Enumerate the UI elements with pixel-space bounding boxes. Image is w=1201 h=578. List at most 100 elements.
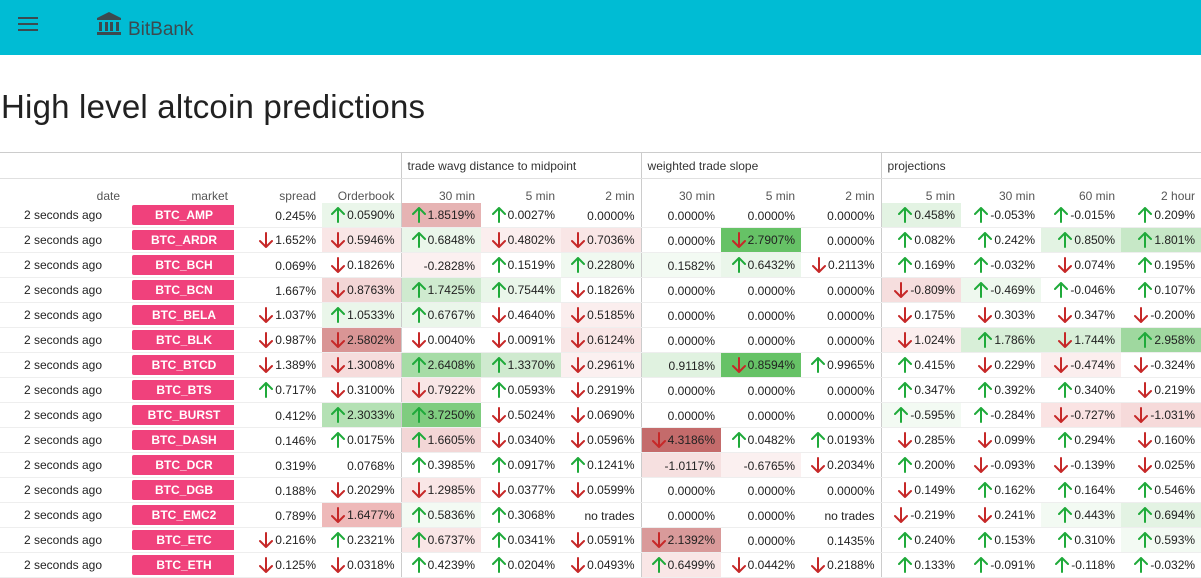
value-cell: 0.169% [880,252,962,278]
cell-value: -0.469% [990,283,1036,297]
value-cell: -0.032% [961,252,1042,278]
arrow-down-icon [331,232,346,248]
cell-value: 0.412% [275,408,316,423]
value-cell: -0.809% [880,277,962,303]
value-cell: 0.133% [880,552,962,578]
cell-value: 0.340% [1074,383,1116,397]
cell-value: 2.7907% [747,233,796,247]
value-cell: 0.0377% [481,477,561,503]
cell-value: 0.0000% [667,483,716,498]
cell-value: 0.294% [1074,433,1116,447]
arrow-down-icon [651,532,666,548]
market-badge[interactable]: BTC_DCR [132,455,234,475]
arrow-down-icon [811,557,826,573]
column-header-6[interactable]: 2 min [605,189,635,203]
column-header-12[interactable]: 60 min [1079,189,1116,203]
value-cell: 0.0000% [640,502,722,528]
cell-value: 0.0768% [347,458,395,473]
cell-value: 0.0000% [827,233,875,248]
market-badge[interactable]: BTC_DASH [132,430,234,450]
cell-value: 0.3068% [507,508,555,522]
arrow-up-icon [898,232,913,248]
arrow-down-icon [571,232,586,248]
market-badge[interactable]: BTC_ETH [132,555,234,575]
column-header-9[interactable]: 2 min [845,189,875,203]
value-cell: 0.0596% [561,427,642,453]
column-header-8[interactable]: 5 min [765,189,796,203]
column-header-0[interactable]: date [96,189,120,203]
value-cell: 1.3008% [322,352,401,378]
market-badge[interactable]: BTC_ARDR [132,230,234,250]
market-badge[interactable]: BTC_DGB [132,480,234,500]
market-badge[interactable]: BTC_BCH [132,255,234,275]
menu-icon[interactable] [18,17,38,33]
arrow-up-icon [411,282,426,298]
cell-value: -0.118% [1071,558,1116,572]
value-cell: 0.1241% [561,452,642,478]
value-cell: 0.0593% [481,377,561,403]
market-badge[interactable]: BTC_EMC2 [132,505,234,525]
market-badge[interactable]: BTC_BURST [132,405,234,425]
arrow-up-icon [491,457,506,473]
value-cell: 0.0000% [561,203,642,228]
market-badge[interactable]: BTC_BELA [132,305,234,325]
cell-value: 0.0000% [667,508,716,523]
cell-value: 0.7036% [587,233,635,247]
cell-value: -0.032% [1150,558,1196,572]
value-cell: 0.0000% [801,227,882,253]
date-cell: 2 seconds ago [0,302,126,328]
column-header-4[interactable]: 30 min [400,178,481,203]
value-cell: 1.3370% [481,352,561,378]
column-header-11[interactable]: 30 min [999,189,1036,203]
column-header-1[interactable]: market [191,189,228,203]
cell-value: 0.0590% [347,208,395,222]
cell-value: 0.2029% [347,483,395,497]
table-row: 2 seconds ago BTC_ARDR 1.652% 0.5946% 0.6848… [0,227,1201,253]
arrow-up-icon [731,432,746,448]
market-cell: BTC_ETC [126,527,234,553]
cell-value: 0.195% [1154,258,1196,272]
market-cell: BTC_BELA [126,302,234,328]
value-cell: 0.6124% [561,327,642,353]
date-cell: 2 seconds ago [0,477,126,503]
market-badge[interactable]: BTC_ETC [132,530,234,550]
cell-value: 0.229% [994,358,1036,372]
cell-value: 0.200% [914,458,956,472]
value-cell: 0.2280% [561,252,642,278]
market-badge[interactable]: BTC_AMP [132,205,234,225]
market-badge[interactable]: BTC_BTCD [132,355,234,375]
value-cell: 0.319% [234,452,322,478]
cell-value: 1.667% [275,283,316,298]
cell-value: 0.0040% [427,333,475,347]
column-header-3[interactable]: Orderbook [337,189,395,203]
arrow-up-icon [491,557,506,573]
brand-link[interactable]: BitBank [96,11,193,42]
arrow-down-icon [491,307,506,323]
value-cell: 0.219% [1121,377,1201,403]
cell-value: 0.1582% [667,258,716,273]
market-badge[interactable]: BTC_BCN [132,280,234,300]
market-badge[interactable]: BTC_BTS [132,380,234,400]
value-cell: 2.5802% [322,327,401,353]
value-cell: 0.1519% [481,252,561,278]
column-header-10[interactable]: 5 min [880,178,962,203]
column-header-7[interactable]: 30 min [640,178,722,203]
value-cell: 0.241% [961,502,1042,528]
cell-value: 0.0599% [587,483,635,497]
arrow-down-icon [259,332,274,348]
market-badge[interactable]: BTC_BLK [132,330,234,350]
value-cell: 0.0000% [721,203,802,228]
cell-value: 0.0000% [827,483,875,498]
column-header-13[interactable]: 2 hour [1161,189,1196,203]
value-cell: 1.037% [234,302,322,328]
value-cell: 0.4802% [481,227,561,253]
value-cell: 0.245% [234,203,322,228]
arrow-up-icon [974,557,989,573]
cell-value: -0.032% [990,258,1036,272]
column-header-2[interactable]: spread [279,189,316,203]
column-header-5[interactable]: 5 min [525,189,555,203]
group-header-weighted-slope: weighted trade slope [640,152,882,179]
value-cell: 0.0000% [640,327,722,353]
arrow-down-icon [898,482,913,498]
value-cell: 3.7250% [400,402,481,428]
